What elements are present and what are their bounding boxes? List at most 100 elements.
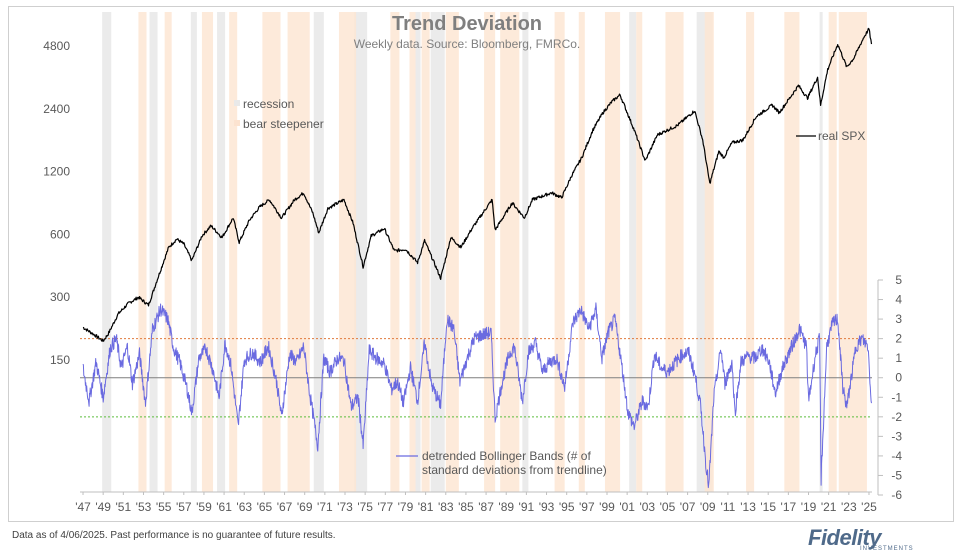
x-tick-label-37: '21 bbox=[821, 500, 837, 514]
recession-band-11 bbox=[819, 12, 823, 492]
recession-band-6 bbox=[415, 12, 421, 492]
recession-band-3 bbox=[217, 12, 226, 492]
x-tick-label-4: '55 bbox=[156, 500, 172, 514]
x-tick-label-2: '51 bbox=[116, 500, 132, 514]
chart-frame bbox=[8, 6, 954, 522]
shaded-bands bbox=[102, 12, 867, 492]
right-axis-label-4: 1 bbox=[895, 351, 902, 365]
x-tick-label-8: '63 bbox=[236, 500, 252, 514]
bear-steepener-band-7 bbox=[390, 12, 400, 492]
right-axis-label-6: -1 bbox=[891, 390, 902, 404]
left-axis-label-1: 2400 bbox=[43, 102, 70, 116]
legend-bear-steepener-label: bear steepener bbox=[243, 117, 324, 131]
left-axis-label-5: 150 bbox=[50, 353, 70, 367]
recession-band-4 bbox=[313, 12, 324, 492]
recession-band-9 bbox=[629, 12, 637, 492]
legend-real-spx-label: real SPX bbox=[818, 129, 865, 143]
bollinger-bands-line bbox=[82, 302, 872, 489]
legend-recession-swatch bbox=[234, 100, 240, 106]
chart-subtitle: Weekly data. Source: Bloomberg, FMRCo. bbox=[354, 37, 581, 51]
x-tick-label-11: '69 bbox=[297, 500, 313, 514]
bear-steepener-band-11 bbox=[484, 12, 496, 492]
real-spx-line bbox=[82, 27, 873, 342]
recession-band-7 bbox=[430, 12, 445, 492]
fidelity-logo-subtitle: INVESTMENTS bbox=[860, 546, 914, 552]
x-tick-label-13: '73 bbox=[337, 500, 353, 514]
bear-steepener-band-20 bbox=[784, 12, 800, 492]
right-axis-label-3: 2 bbox=[895, 332, 902, 346]
x-tick-label-10: '67 bbox=[277, 500, 293, 514]
left-axis-label-4: 300 bbox=[50, 290, 70, 304]
recession-band-1 bbox=[149, 12, 158, 492]
x-tick-label-18: '83 bbox=[438, 500, 454, 514]
x-tick-label-21: '89 bbox=[498, 500, 514, 514]
x-tick-label-23: '93 bbox=[539, 500, 555, 514]
chart-title: Trend Deviation bbox=[392, 13, 542, 35]
right-axis-label-7: -2 bbox=[891, 410, 902, 424]
x-tick-label-1: '49 bbox=[95, 500, 111, 514]
bear-steepener-band-12 bbox=[500, 12, 520, 492]
x-tick-label-24: '95 bbox=[559, 500, 575, 514]
disclaimer-text: Data as of 4/06/2025. Past performance i… bbox=[12, 530, 336, 541]
x-tick-label-6: '59 bbox=[196, 500, 212, 514]
x-tick-label-35: '17 bbox=[781, 500, 797, 514]
x-tick-label-5: '57 bbox=[176, 500, 192, 514]
x-tick-label-33: '13 bbox=[740, 500, 756, 514]
legend-bollinger-label-0: detrended Bollinger Bands (# of bbox=[422, 449, 591, 463]
bear-steepener-band-2 bbox=[201, 12, 214, 492]
x-tick-label-14: '75 bbox=[357, 500, 373, 514]
x-tick-label-9: '65 bbox=[257, 500, 273, 514]
bear-steepener-band-16 bbox=[636, 12, 643, 492]
bear-steepener-band-9 bbox=[421, 12, 430, 492]
bear-steepener-band-22 bbox=[838, 12, 867, 492]
left-axis-label-3: 600 bbox=[50, 227, 70, 241]
left-axis-label-0: 4800 bbox=[43, 39, 70, 53]
recession-band-5 bbox=[354, 12, 368, 492]
x-tick-label-27: '01 bbox=[619, 500, 635, 514]
bear-steepener-band-21 bbox=[828, 12, 837, 492]
bear-steepener-band-10 bbox=[445, 12, 459, 492]
x-tick-label-16: '79 bbox=[398, 500, 414, 514]
right-axis-label-10: -5 bbox=[891, 468, 902, 482]
bear-steepener-band-1 bbox=[164, 12, 172, 492]
bear-steepener-band-5 bbox=[287, 12, 310, 492]
x-tick-label-3: '53 bbox=[136, 500, 152, 514]
bear-steepener-band-17 bbox=[665, 12, 684, 492]
legend: recession bear steepener real SPX detrended… bbox=[234, 97, 865, 477]
bear-steepener-band-6 bbox=[338, 12, 357, 492]
right-axis-label-8: -3 bbox=[891, 429, 902, 443]
x-tick-label-19: '85 bbox=[458, 500, 474, 514]
x-tick-label-36: '19 bbox=[801, 500, 817, 514]
x-tick-label-29: '05 bbox=[660, 500, 676, 514]
x-tick-label-22: '91 bbox=[519, 500, 535, 514]
legend-bear-steepener-swatch bbox=[234, 120, 240, 126]
x-tick-label-15: '77 bbox=[377, 500, 393, 514]
right-axis-label-5: 0 bbox=[895, 371, 902, 385]
x-tick-label-0: '47 bbox=[75, 500, 91, 514]
x-tick-label-25: '97 bbox=[579, 500, 595, 514]
recession-band-0 bbox=[102, 12, 112, 492]
bear-steepener-band-14 bbox=[578, 12, 585, 492]
bear-steepener-band-15 bbox=[604, 12, 621, 492]
fidelity-logo: Fidelity bbox=[808, 525, 882, 550]
x-tick-label-7: '61 bbox=[216, 500, 232, 514]
right-axis-label-9: -4 bbox=[891, 449, 902, 463]
bear-steepener-band-19 bbox=[746, 12, 755, 492]
x-tick-label-12: '71 bbox=[317, 500, 333, 514]
x-tick-label-31: '09 bbox=[700, 500, 716, 514]
right-axis-label-2: 3 bbox=[895, 312, 902, 326]
recession-band-8 bbox=[522, 12, 529, 492]
left-axis-label-2: 1200 bbox=[43, 165, 70, 179]
bear-steepener-band-0 bbox=[138, 12, 147, 492]
legend-recession-label: recession bbox=[243, 97, 294, 111]
x-tick-label-26: '99 bbox=[599, 500, 615, 514]
x-tick-label-30: '07 bbox=[680, 500, 696, 514]
x-tick-label-32: '11 bbox=[721, 500, 736, 514]
bear-steepener-band-3 bbox=[229, 12, 238, 492]
x-tick-label-17: '81 bbox=[418, 500, 434, 514]
x-tick-label-20: '87 bbox=[478, 500, 494, 514]
series-lines bbox=[82, 27, 873, 489]
right-axis-label-1: 4 bbox=[895, 293, 902, 307]
bear-steepener-band-13 bbox=[554, 12, 565, 492]
